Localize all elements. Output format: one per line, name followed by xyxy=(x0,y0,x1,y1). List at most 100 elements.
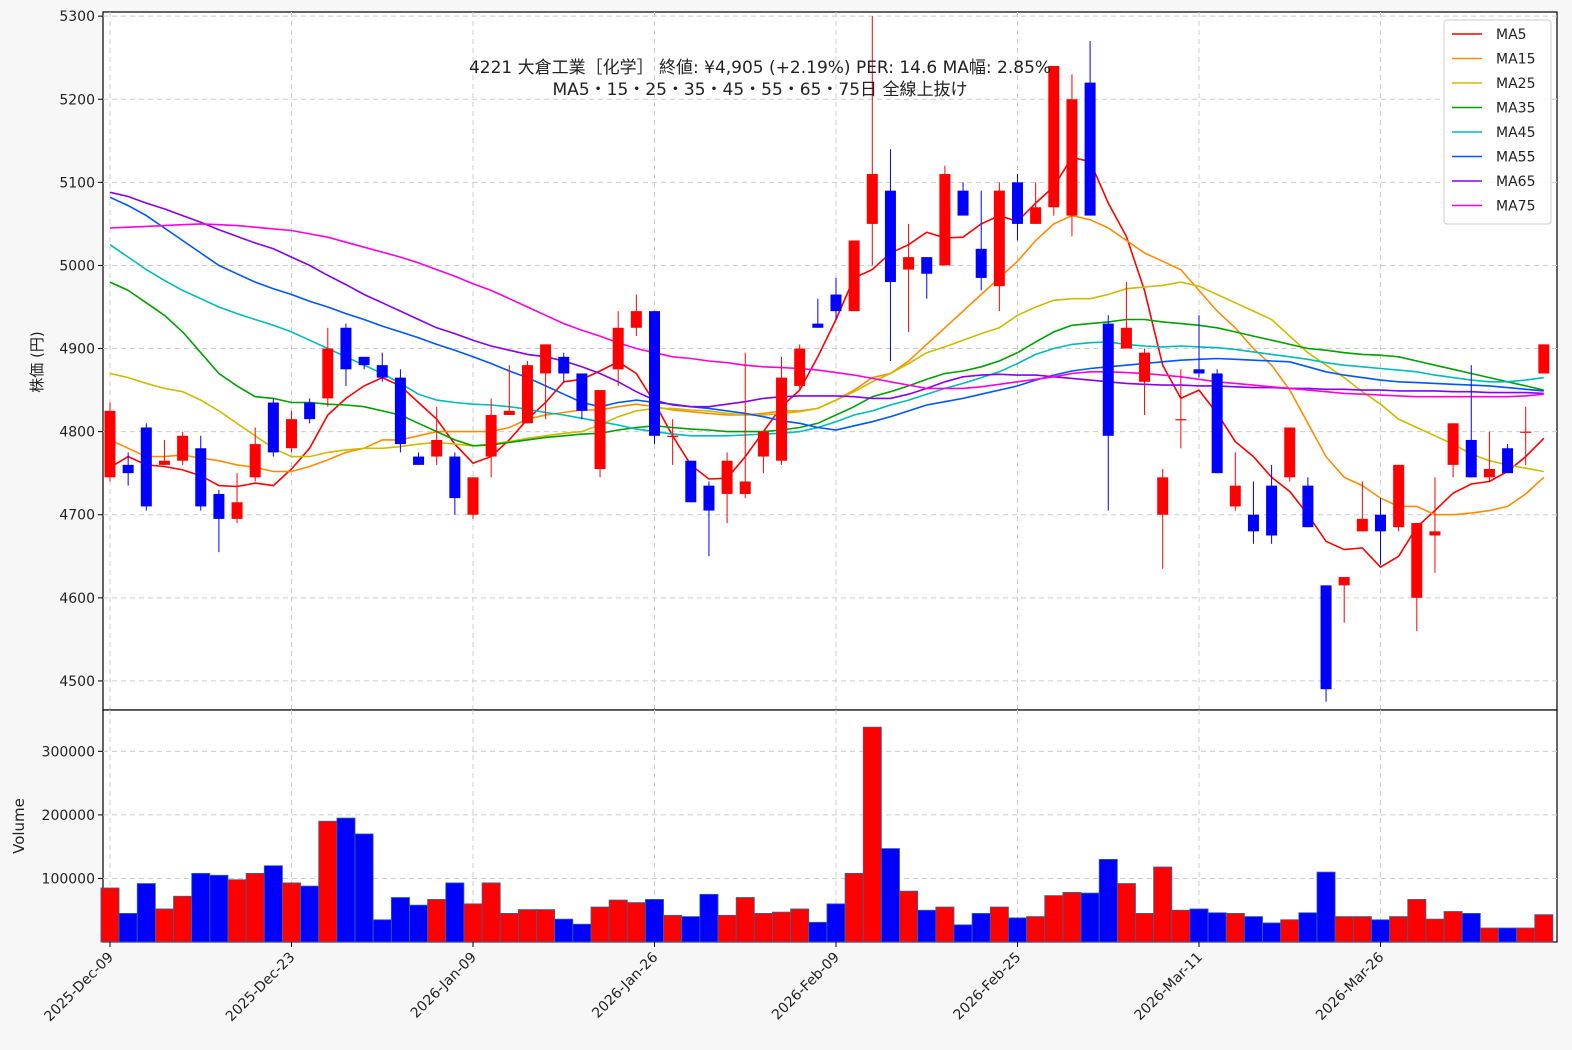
ma-line-ma35 xyxy=(109,281,1544,447)
volume-bar xyxy=(1352,916,1372,943)
candle-body xyxy=(304,402,316,420)
volume-bar xyxy=(263,865,283,943)
price-tick-label: 4500 xyxy=(59,674,95,690)
volume-bar xyxy=(1225,912,1245,943)
candle-body xyxy=(413,456,425,465)
volume-tick-label: 200000 xyxy=(42,808,95,824)
volume-bar xyxy=(953,924,973,943)
price-axis-label: 株価 (円) xyxy=(28,331,46,392)
candle-body xyxy=(757,431,769,457)
candle-body xyxy=(140,427,152,507)
price-tick-label: 4800 xyxy=(59,425,95,441)
price-tick-label: 5300 xyxy=(59,9,95,25)
candle-body xyxy=(558,356,570,374)
volume-bar xyxy=(536,909,556,943)
volume-bar xyxy=(1262,922,1282,943)
candle-body xyxy=(1229,485,1241,507)
price-tick-label: 4700 xyxy=(59,508,95,524)
candle-body xyxy=(467,477,479,515)
volume-bars xyxy=(100,726,1554,943)
volume-bar xyxy=(1334,916,1354,943)
candle-body xyxy=(340,327,352,370)
volume-y-ticks: 100000 200000 300000 xyxy=(42,744,103,887)
volume-bar xyxy=(862,726,882,943)
price-tick-label: 4900 xyxy=(59,342,95,358)
legend-label: MA55 xyxy=(1496,150,1535,166)
volume-bar xyxy=(1008,917,1027,943)
volume-bar xyxy=(318,820,338,943)
candle-body xyxy=(521,365,533,424)
volume-bar xyxy=(336,817,356,943)
volume-bar xyxy=(572,923,592,943)
candle-body xyxy=(884,190,896,283)
candle-body xyxy=(1320,585,1332,690)
candle-body xyxy=(122,464,134,474)
candle-body xyxy=(104,410,116,478)
candle-body xyxy=(975,248,987,278)
candle-body xyxy=(1030,207,1042,224)
candle-body xyxy=(1393,464,1405,528)
volume-bar xyxy=(880,848,900,943)
candle-body xyxy=(1247,514,1259,532)
volume-axis-label: Volume xyxy=(10,798,28,854)
price-tick-label: 5100 xyxy=(59,175,95,191)
candle-body xyxy=(703,485,715,511)
volume-bar xyxy=(1516,927,1536,943)
candle-body xyxy=(667,435,679,437)
candle-body xyxy=(1356,518,1368,532)
legend-label: MA15 xyxy=(1496,52,1535,68)
volume-bar xyxy=(1080,892,1100,943)
candle-body xyxy=(1411,523,1423,598)
chart-title: 4221 大倉工業［化学］ 終値: ¥4,905 (+2.19%) PER: 1… xyxy=(469,58,1051,78)
volume-bar xyxy=(735,897,755,943)
volume-bar xyxy=(173,895,193,943)
volume-bar xyxy=(989,906,1009,943)
legend-label: MA35 xyxy=(1496,101,1535,117)
volume-bar xyxy=(681,916,701,943)
volume-bar xyxy=(445,882,465,943)
price-tick-label: 5000 xyxy=(59,258,95,274)
volume-bar xyxy=(1153,866,1173,943)
candle-body xyxy=(1193,369,1205,374)
volume-bar xyxy=(463,903,483,943)
candle-body xyxy=(594,390,606,470)
volume-bar xyxy=(191,872,211,943)
volume-bar xyxy=(1116,883,1136,943)
ma-line-ma25 xyxy=(109,281,1544,473)
volume-bar xyxy=(844,872,864,943)
volume-bar xyxy=(772,911,792,943)
candle-body xyxy=(1483,469,1495,478)
volume-bar xyxy=(899,890,919,943)
candle-body xyxy=(939,174,951,266)
candle-body xyxy=(776,377,788,461)
volume-bar xyxy=(1243,916,1263,943)
volume-bar xyxy=(1298,912,1318,943)
candle-body xyxy=(576,373,588,411)
volume-bar xyxy=(1026,916,1046,943)
candle-body xyxy=(1139,352,1151,382)
candle-body xyxy=(322,348,334,399)
volume-bar xyxy=(118,912,138,943)
volume-bar xyxy=(1135,912,1155,943)
candle-body xyxy=(866,174,878,224)
ma-line-ma75 xyxy=(109,223,1544,398)
candle-body xyxy=(1084,82,1096,216)
volume-bar xyxy=(1425,918,1445,943)
candle-body xyxy=(1284,427,1296,478)
candle-body xyxy=(231,502,243,519)
volume-bar xyxy=(1461,912,1481,943)
volume-bar xyxy=(554,918,574,943)
candle-body xyxy=(1266,485,1278,536)
candle-body xyxy=(449,456,461,499)
volume-bar xyxy=(1316,871,1336,943)
candle-body xyxy=(1338,577,1350,586)
volume-bar xyxy=(826,903,846,943)
price-tick-label: 4600 xyxy=(59,591,95,607)
candle-body xyxy=(1012,182,1023,224)
candle-body xyxy=(830,294,842,312)
volume-bar xyxy=(935,906,955,943)
volume-bar xyxy=(227,879,247,943)
candle-body xyxy=(1429,531,1441,536)
legend-label: MA5 xyxy=(1496,27,1527,43)
candle-body xyxy=(848,240,860,312)
